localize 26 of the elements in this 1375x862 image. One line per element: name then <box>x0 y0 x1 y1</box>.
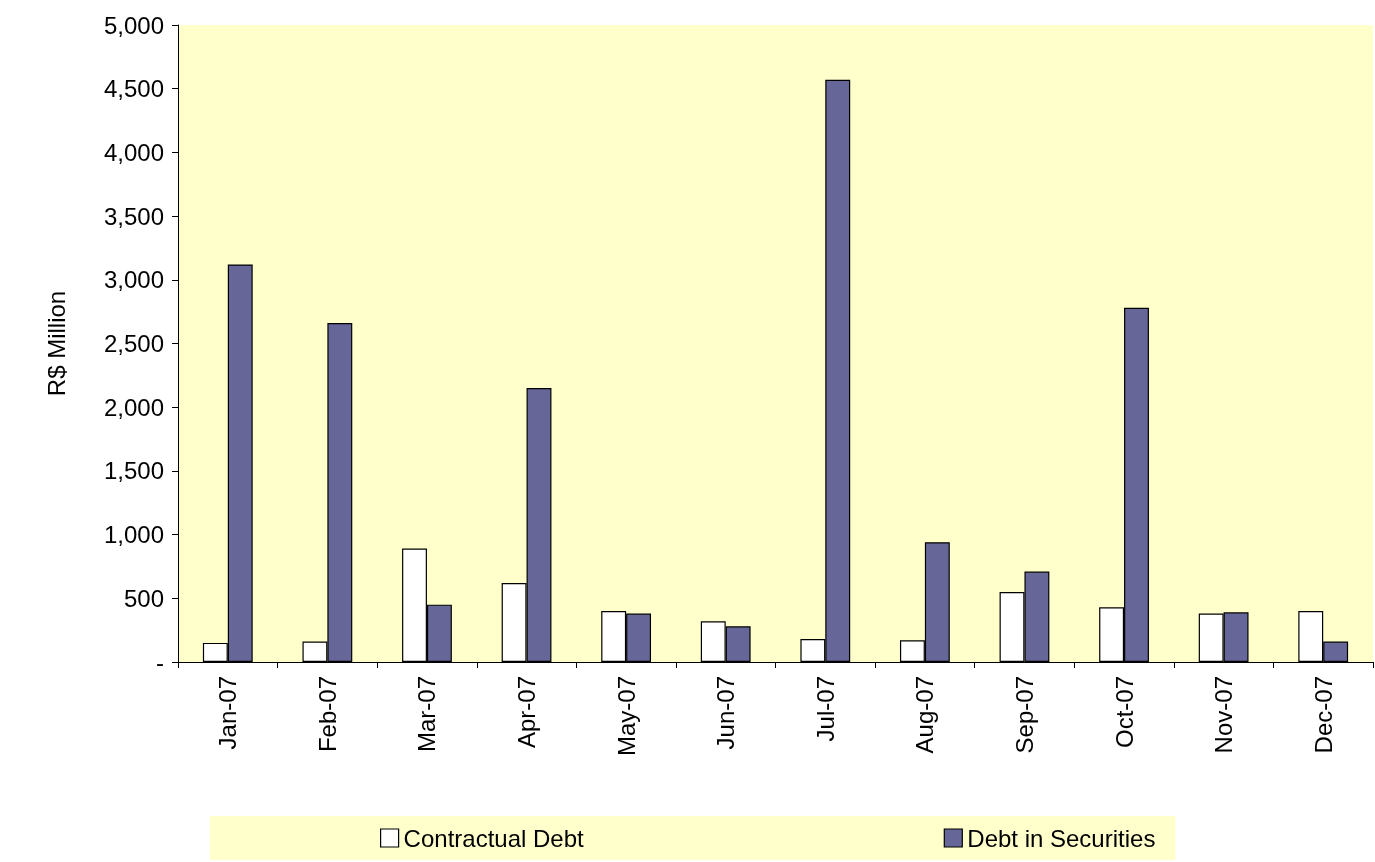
x-tick-label: Nov-07 <box>1210 676 1238 754</box>
x-tick-label: Dec-07 <box>1309 676 1337 754</box>
x-tick-label: Jun-07 <box>712 676 740 750</box>
x-tick-label: Oct-07 <box>1110 676 1138 749</box>
y-tick-label: 2,500 <box>103 330 164 357</box>
y-axis-title: R$ Million <box>42 290 70 397</box>
x-tick-label: Jan-07 <box>214 676 242 750</box>
y-tick-label: 3,500 <box>103 202 164 230</box>
x-tick-label: Jul-07 <box>811 676 839 742</box>
x-tick-label: Aug-07 <box>911 676 939 754</box>
x-tick-label: Apr-07 <box>513 676 541 749</box>
y-tick-label: - <box>156 648 164 676</box>
y-tick-label: 4,000 <box>103 138 164 166</box>
x-tick-label: Sep-07 <box>1010 676 1038 754</box>
x-tick-label: May-07 <box>612 676 640 757</box>
y-tick-label: 1,000 <box>103 521 164 549</box>
y-tick-label: 3,000 <box>103 266 164 294</box>
y-tick-label: 500 <box>123 584 164 612</box>
y-tick-label: 2,000 <box>103 393 164 421</box>
y-tick-label: 4,500 <box>103 75 164 103</box>
legend-label: Contractual Debt <box>403 824 585 852</box>
x-tick-label: Mar-07 <box>413 676 441 753</box>
y-tick-label: 1,500 <box>103 457 164 485</box>
x-tick-label: Feb-07 <box>313 676 341 753</box>
y-tick-label: 5,000 <box>103 11 164 39</box>
legend-label: Debt in Securities <box>967 824 1156 852</box>
